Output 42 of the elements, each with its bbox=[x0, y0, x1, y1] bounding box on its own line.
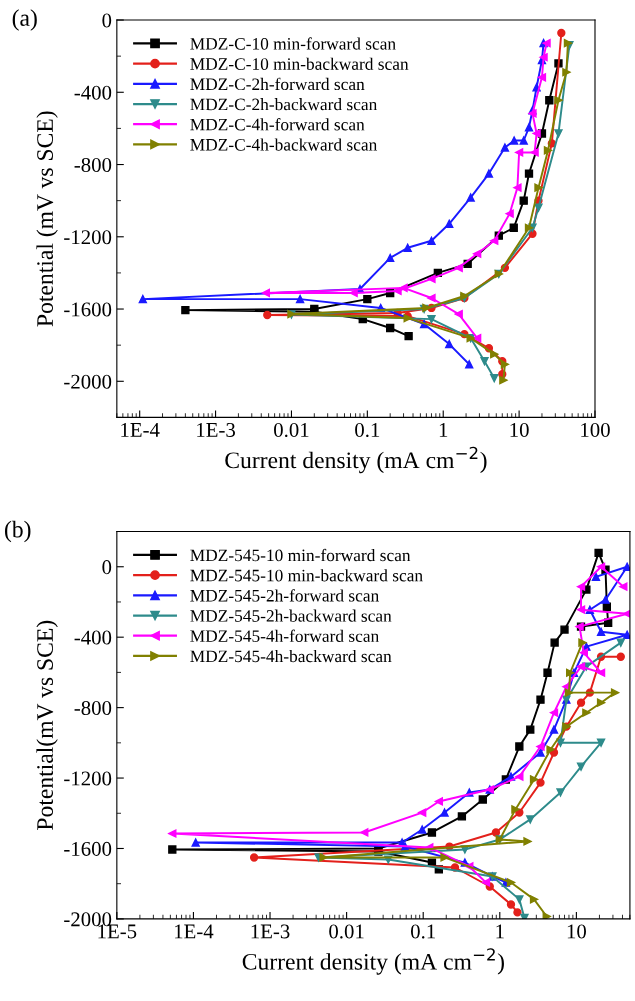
x-tick-label: 1 bbox=[439, 422, 448, 437]
y-tick-label: -400 bbox=[74, 85, 112, 100]
legend-label: MDZ-C-2h-backward scan bbox=[190, 98, 378, 111]
x-tick-label: 0.01 bbox=[329, 924, 364, 939]
chart-title: (a) bbox=[12, 9, 37, 31]
y-axis-title: Potential(mV vs SCE) bbox=[36, 620, 58, 830]
legend-label: MDZ-C-2h-forward scan bbox=[190, 77, 365, 91]
legend-label: MDZ-545-10 min-backward scan bbox=[190, 569, 423, 582]
x-tick-label: 1 bbox=[496, 924, 504, 939]
legend-label: MDZ-C-4h-backward scan bbox=[190, 138, 378, 151]
legend-label: MDZ-545-2h-forward scan bbox=[190, 589, 379, 602]
x-axis-title: Current density (mA cm$^{−2}$) bbox=[225, 446, 487, 474]
x-tick-label: 10 bbox=[510, 422, 529, 437]
legend-label: MDZ-C-10 min-forward scan bbox=[190, 37, 396, 50]
x-tick-label: 100 bbox=[581, 422, 610, 437]
legend-label: MDZ-C-10 min-backward scan bbox=[190, 57, 409, 70]
legend-label: MDZ-545-2h-backward scan bbox=[190, 609, 392, 622]
x-tick-label: 10 bbox=[567, 924, 587, 939]
y-tick-label: -2000 bbox=[64, 374, 112, 389]
y-tick-label: -800 bbox=[74, 157, 112, 172]
x-tick-label: 1E-3 bbox=[197, 422, 235, 437]
x-tick-label: 0.1 bbox=[355, 422, 380, 438]
legend-label: MDZ-545-4h-forward scan bbox=[190, 629, 379, 642]
legend-label: MDZ-545-10 min-forward scan bbox=[190, 548, 411, 562]
x-tick-label: 1E-4 bbox=[175, 924, 214, 939]
legend-label: MDZ-C-4h-forward scan bbox=[190, 118, 365, 131]
y-tick-label: -1200 bbox=[64, 771, 112, 786]
x-tick-label: 1E-3 bbox=[251, 924, 290, 939]
x-tick-label: 1E-4 bbox=[121, 422, 160, 437]
chart-title: (b) bbox=[5, 520, 31, 543]
y-tick-label: -400 bbox=[74, 630, 112, 645]
legend-label: MDZ-545-4h-backward scan bbox=[190, 649, 392, 663]
y-tick-label: -1600 bbox=[64, 302, 112, 317]
x-axis-title: Current density (mA cm$^{−2}$) bbox=[242, 948, 504, 975]
x-tick-label: 0.01 bbox=[274, 422, 309, 438]
y-tick-label: 0 bbox=[102, 13, 112, 28]
y-tick-label: -1200 bbox=[64, 230, 112, 245]
y-tick-label: 0 bbox=[102, 560, 112, 575]
y-tick-label: -1600 bbox=[64, 841, 112, 856]
y-tick-label: -800 bbox=[74, 700, 112, 716]
x-tick-label: 0.1 bbox=[410, 924, 435, 939]
y-axis-title: Potential (mV vs SCE) bbox=[36, 111, 58, 327]
